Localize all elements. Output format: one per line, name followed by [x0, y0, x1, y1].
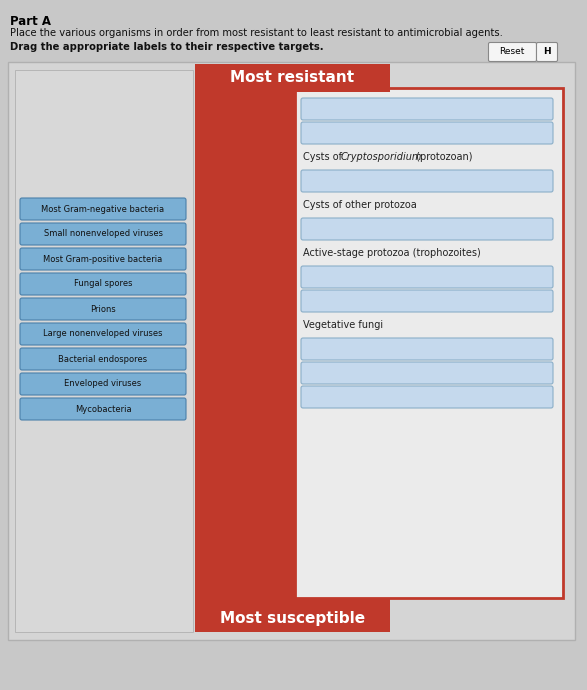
- FancyBboxPatch shape: [20, 198, 186, 220]
- Text: Mycobacteria: Mycobacteria: [75, 404, 131, 413]
- Bar: [195, 70, 390, 632]
- FancyBboxPatch shape: [301, 338, 553, 360]
- FancyBboxPatch shape: [20, 398, 186, 420]
- Text: Fungal spores: Fungal spores: [74, 279, 132, 288]
- FancyBboxPatch shape: [20, 298, 186, 320]
- Bar: [195, 64, 390, 92]
- Text: Place the various organisms in order from most resistant to least resistant to a: Place the various organisms in order fro…: [10, 28, 503, 38]
- FancyBboxPatch shape: [301, 362, 553, 384]
- FancyBboxPatch shape: [20, 273, 186, 295]
- Text: Most Gram-positive bacteria: Most Gram-positive bacteria: [43, 255, 163, 264]
- Text: Drag the appropriate labels to their respective targets.: Drag the appropriate labels to their res…: [10, 42, 323, 52]
- Text: Most susceptible: Most susceptible: [220, 611, 365, 626]
- Bar: [15, 70, 193, 632]
- Bar: [8, 62, 575, 640]
- FancyBboxPatch shape: [301, 386, 553, 408]
- FancyBboxPatch shape: [301, 218, 553, 240]
- FancyBboxPatch shape: [20, 223, 186, 245]
- Text: (protozoan): (protozoan): [413, 152, 473, 162]
- Bar: [295, 88, 563, 598]
- Text: Small nonenveloped viruses: Small nonenveloped viruses: [43, 230, 163, 239]
- FancyBboxPatch shape: [20, 323, 186, 345]
- Text: Large nonenveloped viruses: Large nonenveloped viruses: [43, 330, 163, 339]
- Text: Cysts of other protozoa: Cysts of other protozoa: [303, 200, 417, 210]
- Text: Part A: Part A: [10, 15, 51, 28]
- Text: H: H: [543, 48, 551, 57]
- Text: Cysts of: Cysts of: [303, 152, 345, 162]
- FancyBboxPatch shape: [301, 98, 553, 120]
- Text: Prions: Prions: [90, 304, 116, 313]
- FancyBboxPatch shape: [20, 348, 186, 370]
- Text: Enveloped viruses: Enveloped viruses: [65, 380, 141, 388]
- FancyBboxPatch shape: [301, 290, 553, 312]
- FancyBboxPatch shape: [301, 122, 553, 144]
- FancyBboxPatch shape: [537, 43, 558, 61]
- Text: Active-stage protozoa (trophozoites): Active-stage protozoa (trophozoites): [303, 248, 481, 258]
- FancyBboxPatch shape: [20, 248, 186, 270]
- Bar: [195, 604, 390, 632]
- FancyBboxPatch shape: [20, 373, 186, 395]
- Text: Reset: Reset: [500, 48, 525, 57]
- Text: Most Gram-negative bacteria: Most Gram-negative bacteria: [42, 204, 164, 213]
- Text: Vegetative fungi: Vegetative fungi: [303, 320, 383, 330]
- FancyBboxPatch shape: [301, 170, 553, 192]
- FancyBboxPatch shape: [488, 43, 537, 61]
- Text: Cryptosporidium: Cryptosporidium: [341, 152, 423, 162]
- FancyBboxPatch shape: [301, 266, 553, 288]
- Text: Most resistant: Most resistant: [231, 70, 355, 86]
- Text: Bacterial endospores: Bacterial endospores: [59, 355, 147, 364]
